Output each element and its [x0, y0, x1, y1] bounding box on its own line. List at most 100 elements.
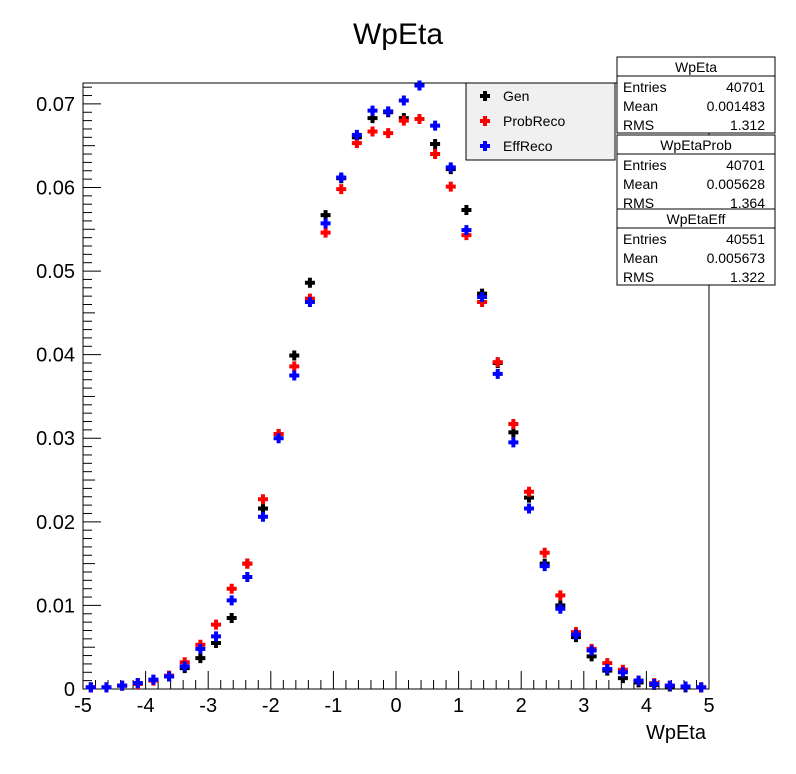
data-point [570, 629, 581, 640]
x-tick-label: -5 [74, 695, 92, 717]
stats-row-label: Entries [623, 79, 667, 95]
data-point [430, 120, 441, 131]
legend-label: ProbReco [503, 113, 565, 129]
data-point [289, 361, 300, 372]
x-tick-label: -1 [325, 695, 343, 717]
series-gen [85, 80, 707, 693]
data-point [664, 680, 675, 691]
data-point [524, 503, 535, 514]
data-point [117, 680, 128, 691]
data-point [320, 227, 331, 238]
stats-row-value: 0.005628 [707, 176, 766, 192]
stats-box: WpEtaProb Entries 40701 Mean 0.005628 RMS 1.36… [616, 134, 776, 212]
data-point [351, 129, 362, 140]
stats-box-frame [616, 134, 776, 212]
data-point [85, 682, 96, 693]
data-point [398, 115, 409, 126]
stats-row-label: Mean [623, 98, 658, 114]
x-tick-label: -4 [137, 695, 155, 717]
data-point [195, 643, 206, 654]
stats-box-frame [616, 208, 776, 286]
data-point [257, 511, 268, 522]
data-point [273, 433, 284, 444]
series-probreco [85, 113, 707, 693]
data-point [351, 138, 362, 149]
stats-row-label: Mean [623, 176, 658, 192]
stats-row-label: Mean [623, 250, 658, 266]
y-tick-label: 0.03 [36, 428, 75, 450]
data-point [617, 667, 628, 678]
data-point [289, 370, 300, 381]
stats-row-value: 0.005673 [707, 250, 766, 266]
stats-box-title: WpEta [675, 59, 717, 75]
data-point [226, 612, 237, 623]
stats-row-value: 1.322 [730, 269, 765, 285]
x-tick-label: -3 [199, 695, 217, 717]
data-point [195, 653, 206, 664]
stats-row-value: 1.312 [730, 117, 765, 133]
data-point [336, 172, 347, 183]
data-point [508, 437, 519, 448]
y-tick-label: 0.07 [36, 94, 75, 116]
x-tick-label: 3 [578, 695, 589, 717]
data-point [477, 291, 488, 302]
stats-row-value: 40551 [726, 231, 765, 247]
stats-box-title: WpEtaEff [667, 211, 726, 227]
data-point [383, 128, 394, 139]
data-point [132, 678, 143, 689]
y-tick-label: 0.02 [36, 512, 75, 534]
data-point [508, 419, 519, 430]
data-point [164, 671, 175, 682]
x-tick-label: 1 [453, 695, 464, 717]
data-point [555, 603, 566, 614]
legend-marker [480, 141, 490, 151]
x-tick-label: -2 [262, 695, 280, 717]
stats-box-title: WpEtaProb [660, 137, 732, 153]
data-point [148, 674, 159, 685]
data-point [586, 645, 597, 656]
data-point [226, 595, 237, 606]
x-tick-label: 4 [641, 695, 652, 717]
stats-row-value: 0.001483 [707, 98, 766, 114]
data-point [226, 583, 237, 594]
stats-row-label: RMS [623, 269, 654, 285]
data-point [414, 113, 425, 124]
legend-label: Gen [503, 88, 529, 104]
data-point [257, 494, 268, 505]
data-point [211, 619, 222, 630]
data-point [445, 181, 456, 192]
data-point [680, 681, 691, 692]
data-point [539, 547, 550, 558]
x-tick-label: 0 [390, 695, 401, 717]
data-point [430, 149, 441, 160]
data-point [414, 80, 425, 91]
y-tick-label: 0.05 [36, 261, 75, 283]
data-point [179, 661, 190, 672]
data-point [367, 105, 378, 116]
x-tick-label: 2 [516, 695, 527, 717]
data-point [320, 218, 331, 229]
stats-row-value: 40701 [726, 157, 765, 173]
legend-label: EffReco [503, 138, 553, 154]
data-point [492, 357, 503, 368]
stats-row-value: 1.364 [730, 195, 765, 211]
data-point [320, 210, 331, 221]
data-point [696, 682, 707, 693]
stats-row-label: RMS [623, 195, 654, 211]
stats-row-label: Entries [623, 231, 667, 247]
data-point [367, 126, 378, 137]
stats-box: WpEta Entries 40701 Mean 0.001483 RMS 1.312 [616, 56, 776, 134]
legend: Gen ProbReco EffReco [465, 82, 616, 161]
legend-box [465, 82, 616, 161]
x-tick-label: 5 [703, 695, 714, 717]
data-point [304, 296, 315, 307]
data-point [508, 427, 519, 438]
data-point [649, 678, 660, 689]
y-tick-label: 0 [64, 679, 75, 701]
y-tick-label: 0.06 [36, 177, 75, 199]
axes: -5 -4 -3 -2 -1 0 1 2 3 4 5 0 0.01 0.02 0.03 0.04 0.05 0.0… [36, 86, 715, 717]
data-point [211, 631, 222, 642]
data-point [461, 205, 472, 216]
